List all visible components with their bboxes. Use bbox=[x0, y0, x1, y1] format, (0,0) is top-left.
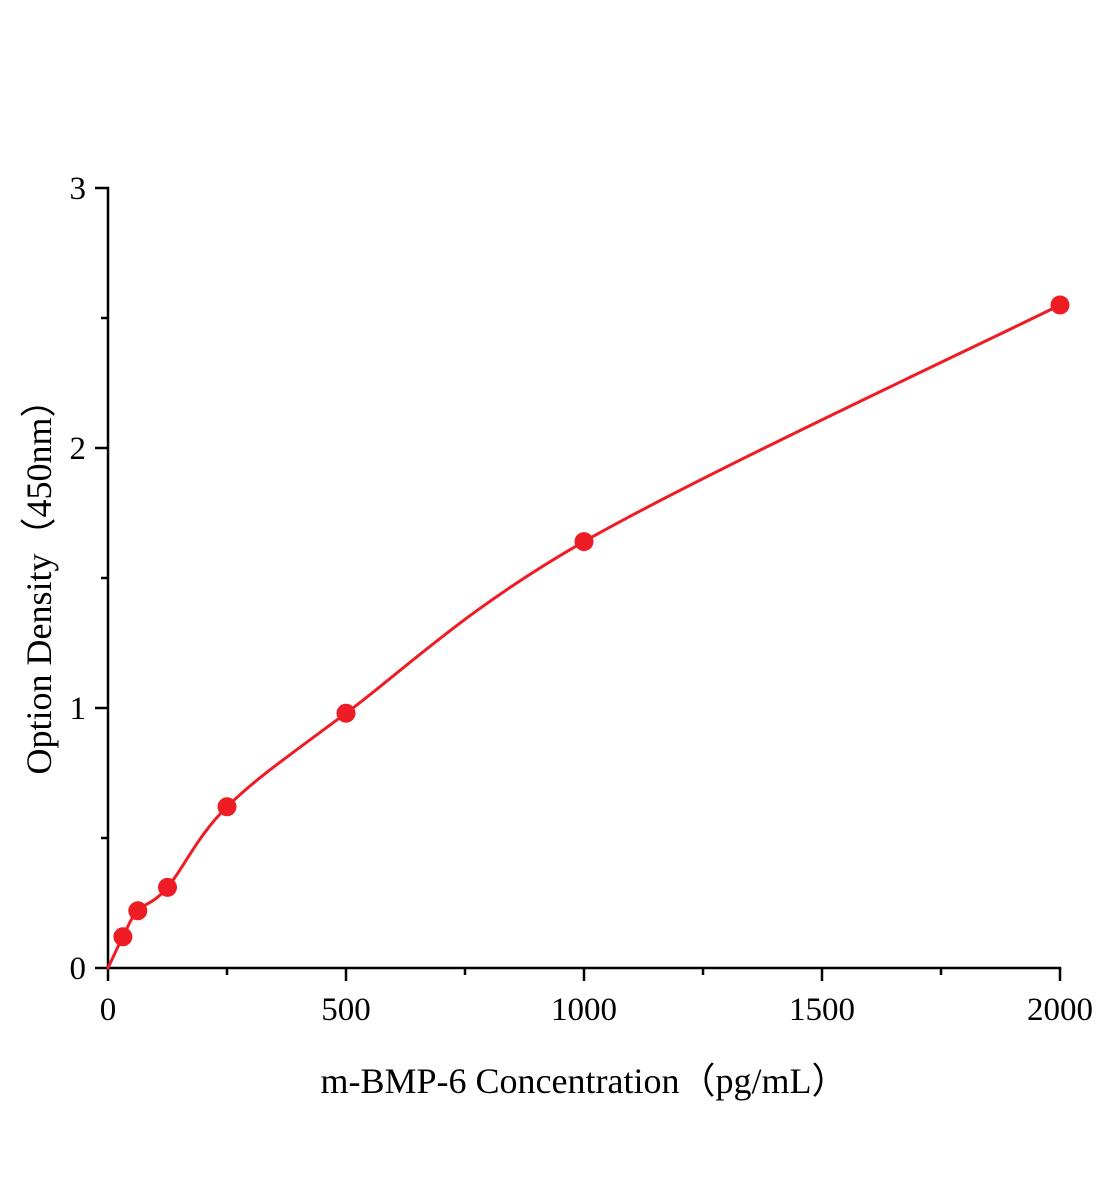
svg-text:1: 1 bbox=[70, 691, 87, 727]
fitted-curve bbox=[106, 303, 1062, 970]
svg-text:3: 3 bbox=[70, 171, 87, 207]
axes bbox=[106, 186, 1062, 970]
x-axis-title: m-BMP-6 Concentration（pg/mL） bbox=[320, 1061, 848, 1101]
svg-text:2000: 2000 bbox=[1027, 992, 1093, 1028]
data-point bbox=[217, 797, 237, 817]
data-point bbox=[158, 877, 177, 897]
tick-marks bbox=[95, 186, 1062, 981]
data-point bbox=[336, 703, 356, 723]
svg-text:1500: 1500 bbox=[789, 992, 855, 1028]
x-tick-labels: 0 500 1000 1500 2000 bbox=[100, 992, 1093, 1028]
data-point bbox=[113, 927, 133, 947]
data-points bbox=[113, 295, 1070, 947]
data-point bbox=[128, 901, 148, 921]
data-point bbox=[574, 532, 594, 552]
svg-text:500: 500 bbox=[321, 992, 371, 1028]
svg-text:0: 0 bbox=[100, 992, 117, 1028]
svg-text:2: 2 bbox=[70, 431, 87, 467]
svg-text:0: 0 bbox=[70, 951, 87, 987]
svg-text:1000: 1000 bbox=[551, 992, 617, 1028]
y-axis-title: Option Density（450nm） bbox=[19, 381, 59, 775]
y-tick-labels: 0 1 2 3 bbox=[70, 171, 87, 987]
data-point bbox=[1050, 295, 1070, 315]
